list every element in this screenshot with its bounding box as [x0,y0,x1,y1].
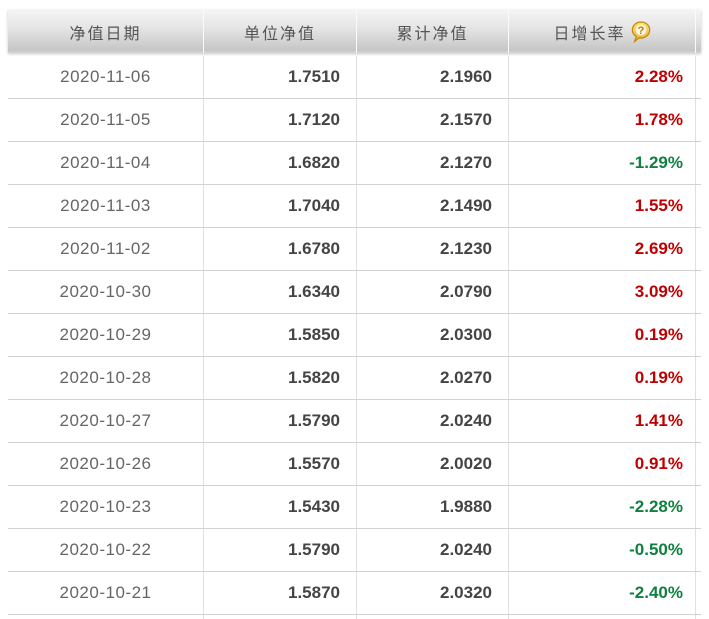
daily-growth-cell: -2.28% [508,486,695,528]
unit-nav-cell: 1.7120 [203,99,356,141]
unit-nav-cell: 1.5570 [203,443,356,485]
table-row: 2020-10-21 1.5870 2.0320 -2.40% [8,572,701,615]
table-row: 2020-10-26 1.5570 2.0020 0.91% [8,443,701,486]
help-button[interactable]: ? [631,20,651,43]
unit-nav-cell: 1.5820 [203,357,356,399]
unit-nav-cell: 1.5850 [203,314,356,356]
nav-date-cell: 2020-10-22 [59,540,152,559]
row-spacer [695,271,701,313]
row-spacer [695,529,701,571]
cumulative-nav-cell: 2.0020 [356,443,508,485]
row-spacer [695,142,701,184]
row-spacer [695,56,701,98]
column-header-label: 净值日期 [69,25,142,43]
row-spacer [695,357,701,399]
row-cell [203,615,356,619]
cumulative-nav-cell: 2.0320 [356,572,508,614]
daily-growth-cell: 1.41% [508,400,695,442]
unit-nav-cell: 1.6340 [203,271,356,313]
unit-nav-cell: 1.7040 [203,185,356,227]
table-row: 2020-11-02 1.6780 2.1230 2.69% [8,228,701,271]
unit-nav-cell: 1.5430 [203,486,356,528]
cumulative-nav-cell: 2.0790 [356,271,508,313]
row-spacer [695,314,701,356]
svg-text:?: ? [637,24,644,36]
nav-date-cell: 2020-10-23 [59,497,152,516]
cumulative-nav-cell: 2.0300 [356,314,508,356]
row-cell [508,615,695,619]
row-spacer [695,486,701,528]
cumulative-nav-cell: 2.0270 [356,357,508,399]
table-row: 2020-10-29 1.5850 2.0300 0.19% [8,314,701,357]
nav-date-cell: 2020-11-06 [60,67,151,86]
cumulative-nav-cell: 2.1570 [356,99,508,141]
row-spacer [695,185,701,227]
row-spacer [695,443,701,485]
table-row: 2020-10-22 1.5790 2.0240 -0.50% [8,529,701,572]
table-row: 2020-10-23 1.5430 1.9880 -2.28% [8,486,701,529]
nav-date-cell: 2020-10-26 [59,454,152,473]
nav-date-cell: 2020-10-29 [59,325,152,344]
fund-nav-table: 净值日期 单位净值 累计净值 日增长率 ? [8,10,701,619]
daily-growth-cell: -2.40% [508,572,695,614]
table-row-partial [8,615,701,619]
row-cell [356,615,508,619]
row-spacer [695,572,701,614]
unit-nav-cell: 1.6820 [203,142,356,184]
daily-growth-cell: 0.19% [508,314,695,356]
table-row: 2020-11-03 1.7040 2.1490 1.55% [8,185,701,228]
table-body: 2020-11-06 1.7510 2.1960 2.28% 2020-11-05 1.7… [8,56,701,619]
column-header-label: 日增长率 [553,25,626,43]
cumulative-nav-cell: 2.0240 [356,400,508,442]
nav-date-cell: 2020-10-30 [59,282,152,301]
cumulative-nav-cell: 2.1960 [356,56,508,98]
unit-nav-cell: 1.5790 [203,400,356,442]
daily-growth-cell: 0.91% [508,443,695,485]
row-spacer [695,99,701,141]
nav-date-cell: 2020-10-21 [59,583,152,602]
table-row: 2020-11-04 1.6820 2.1270 -1.29% [8,142,701,185]
row-cell [695,615,701,619]
nav-date-cell: 2020-10-28 [59,368,152,387]
daily-growth-cell: 2.69% [508,228,695,270]
row-spacer [695,228,701,270]
column-header-label: 单位净值 [243,25,316,43]
nav-date-cell: 2020-11-04 [60,153,151,172]
header-spacer [695,10,701,53]
daily-growth-cell: 0.19% [508,357,695,399]
unit-nav-cell: 1.5870 [203,572,356,614]
daily-growth-cell: -0.50% [508,529,695,571]
daily-growth-cell: 3.09% [508,271,695,313]
daily-growth-cell: 1.55% [508,185,695,227]
cumulative-nav-cell: 2.1490 [356,185,508,227]
column-header-daily-growth: 日增长率 ? [508,10,695,53]
row-spacer [695,400,701,442]
cumulative-nav-cell: 1.9880 [356,486,508,528]
table-row: 2020-10-27 1.5790 2.0240 1.41% [8,400,701,443]
unit-nav-cell: 1.5790 [203,529,356,571]
unit-nav-cell: 1.7510 [203,56,356,98]
daily-growth-cell: 1.78% [508,99,695,141]
daily-growth-cell: -1.29% [508,142,695,184]
table-row: 2020-10-28 1.5820 2.0270 0.19% [8,357,701,400]
cumulative-nav-cell: 2.0240 [356,529,508,571]
nav-date-cell: 2020-11-05 [60,110,151,129]
column-header-cumulative-nav: 累计净值 [356,10,508,53]
table-row: 2020-10-30 1.6340 2.0790 3.09% [8,271,701,314]
table-row: 2020-11-06 1.7510 2.1960 2.28% [8,56,701,99]
cumulative-nav-cell: 2.1230 [356,228,508,270]
nav-date-cell: 2020-10-27 [59,411,152,430]
column-header-label: 累计净值 [396,25,469,43]
table-row: 2020-11-05 1.7120 2.1570 1.78% [8,99,701,142]
column-header-nav-date: 净值日期 [8,10,203,53]
daily-growth-cell: 2.28% [508,56,695,98]
question-mark-balloon-icon: ? [631,20,650,43]
column-header-unit-nav: 单位净值 [203,10,356,53]
unit-nav-cell: 1.6780 [203,228,356,270]
nav-date-cell: 2020-11-02 [60,239,151,258]
nav-date-cell: 2020-11-03 [60,196,151,215]
table-header-row: 净值日期 单位净值 累计净值 日增长率 ? [8,10,701,53]
cumulative-nav-cell: 2.1270 [356,142,508,184]
row-cell [8,615,203,619]
